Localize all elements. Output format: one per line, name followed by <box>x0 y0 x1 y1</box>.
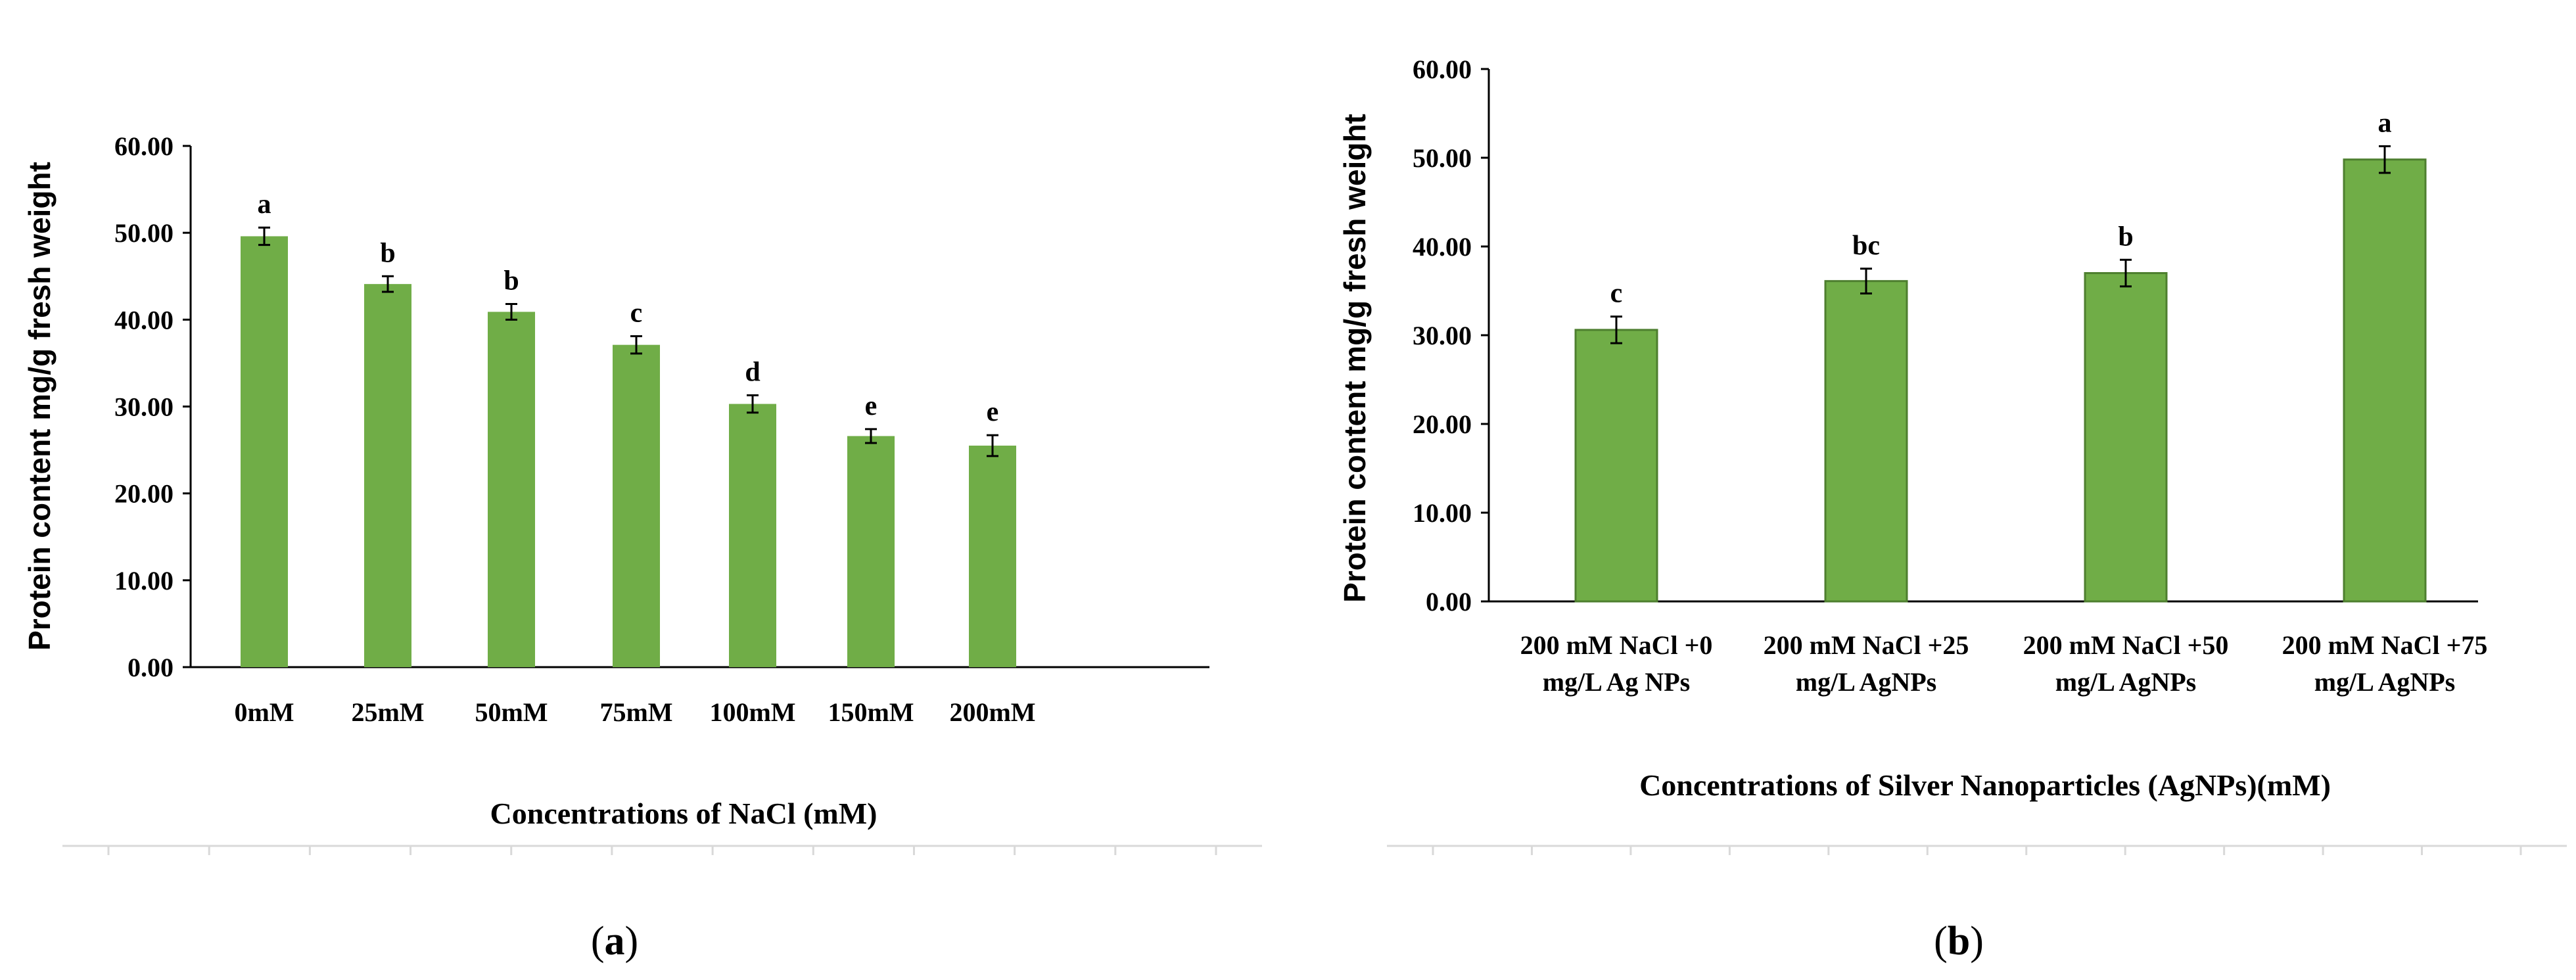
panel-b-y-tick-label: 10.00 <box>1413 498 1472 528</box>
panel-b-category-label: 200 mM NaCl +25 <box>1764 630 1969 660</box>
panel-a-y-tick-label: 10.00 <box>114 566 174 595</box>
panel-b-y-tick-label: 60.00 <box>1413 55 1472 84</box>
panel-a-significance-letter: a <box>258 189 271 220</box>
panel-b-panel-label: (b) <box>1934 919 1984 964</box>
panel-b-category-label: 200 mM NaCl +75 <box>2282 630 2488 660</box>
panel-b-category-label: mg/L AgNPs <box>1796 667 1936 697</box>
panel-b-significance-letter: b <box>2118 222 2133 252</box>
panel-a-category-label: 200mM <box>949 697 1035 727</box>
panel-a-category-label: 25mM <box>351 697 424 727</box>
panel-a-significance-letter: e <box>865 391 878 421</box>
panel-a-y-tick-label: 20.00 <box>114 479 174 509</box>
panel-b-bar <box>2084 272 2168 603</box>
panel-b-bar <box>1824 280 1908 603</box>
panel-b-significance-letter: a <box>2378 108 2392 138</box>
panel-a-significance-letter: b <box>503 266 519 296</box>
panel-a-category-label: 50mM <box>475 697 548 727</box>
panel-a-y-axis-label: Protein content mg/g fresh weight <box>22 162 57 651</box>
panel-a-category-label: 100mM <box>709 697 795 727</box>
panel-a-bar <box>364 284 411 667</box>
panel-a-significance-letter: d <box>745 357 760 387</box>
panel-b-significance-letter: bc <box>1852 231 1880 261</box>
panel-a-bar <box>613 344 660 667</box>
panel-a-category-label: 150mM <box>828 697 914 727</box>
panel-b-y-tick-label: 40.00 <box>1413 232 1472 262</box>
panel-b-category-label: 200 mM NaCl +50 <box>2023 630 2229 660</box>
panel-b-category-label: mg/L Ag NPs <box>1543 667 1690 697</box>
panel-a-y-tick-label: 30.00 <box>114 392 174 422</box>
panel-a-category-label: 75mM <box>599 697 672 727</box>
panel-b-category-label: 200 mM NaCl +0 <box>1520 630 1713 660</box>
panel-a-category-label: 0mM <box>234 697 294 727</box>
panel-a-y-tick-label: 50.00 <box>114 218 174 248</box>
panel-b-bar <box>1574 329 1658 603</box>
panel-a-y-tick-label: 0.00 <box>128 653 174 682</box>
panel-b-bar <box>2343 158 2427 603</box>
panel-a-bar <box>969 445 1016 667</box>
panel-a-significance-letter: c <box>630 298 643 328</box>
panel-a-bar <box>729 404 776 667</box>
panel-a-significance-letter: b <box>380 238 395 268</box>
panel-a-bar <box>488 312 535 667</box>
panel-a-y-tick-label: 60.00 <box>114 131 174 161</box>
panel-b-y-tick-label: 30.00 <box>1413 321 1472 350</box>
panel-b-y-axis-label: Protein content mg/g fresh weight <box>1338 114 1372 603</box>
panel-a-significance-letter: e <box>987 397 999 427</box>
panel-b-y-tick-label: 20.00 <box>1413 409 1472 439</box>
panel-a-bar <box>847 436 895 667</box>
panel-a-y-tick-label: 40.00 <box>114 305 174 335</box>
panel-b-significance-letter: c <box>1610 279 1623 309</box>
panel-b-y-tick-label: 0.00 <box>1426 587 1472 617</box>
panel-b-category-label: mg/L AgNPs <box>2314 667 2455 697</box>
panel-b-category-label: mg/L AgNPs <box>2055 667 2196 697</box>
panel-a-x-axis-label: Concentrations of NaCl (mM) <box>490 797 878 830</box>
panel-b-y-tick-label: 50.00 <box>1413 143 1472 173</box>
panel-b-x-axis-label: Concentrations of Silver Nanoparticles (… <box>1639 768 2331 802</box>
panel-a-panel-label: (a) <box>591 919 638 964</box>
panel-a-bar <box>241 236 288 667</box>
